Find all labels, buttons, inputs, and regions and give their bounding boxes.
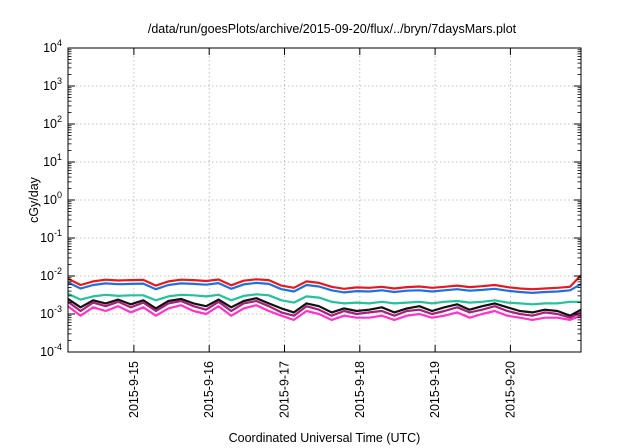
- series-lines: [67, 274, 582, 321]
- y-tick-label: 104: [43, 38, 62, 55]
- y-tick-label: 100: [43, 190, 62, 207]
- x-tick-label: 2015-9-19: [428, 361, 442, 418]
- series-line-1: [67, 274, 582, 291]
- series-line-5: [67, 299, 582, 319]
- y-axis-ticks: 104 103 102 101 100 10-1 10-2 10-3 10-4: [40, 38, 581, 359]
- x-tick-label: 2015-9-16: [202, 361, 216, 418]
- y-tick-label: 10-1: [40, 228, 62, 245]
- y-tick-label: 10-4: [40, 342, 62, 359]
- y-tick-label: 10-3: [40, 304, 62, 321]
- series-line-2: [67, 281, 582, 294]
- x-tick-label: 2015-9-15: [127, 361, 141, 418]
- y-tick-label: 10-2: [40, 266, 62, 283]
- y-tick-label: 101: [43, 152, 62, 169]
- chart-title: /data/run/goesPlots/archive/2015-09-20/f…: [148, 22, 517, 36]
- x-tick-label: 2015-9-20: [503, 361, 517, 418]
- y-tick-label: 103: [43, 76, 62, 93]
- x-axis-ticks: 2015-9-15 2015-9-16 2015-9-17 2015-9-18 2015…: [127, 48, 517, 418]
- y-axis-label: cGy/day: [27, 176, 41, 223]
- series-line-6: [67, 304, 582, 321]
- series-line-3: [67, 292, 581, 306]
- x-axis-label: Coordinated Universal Time (UTC): [229, 431, 421, 445]
- y-tick-label: 102: [43, 114, 62, 131]
- series-line-4: [67, 297, 582, 317]
- x-tick-label: 2015-9-17: [277, 361, 291, 418]
- x-tick-label: 2015-9-18: [353, 361, 367, 418]
